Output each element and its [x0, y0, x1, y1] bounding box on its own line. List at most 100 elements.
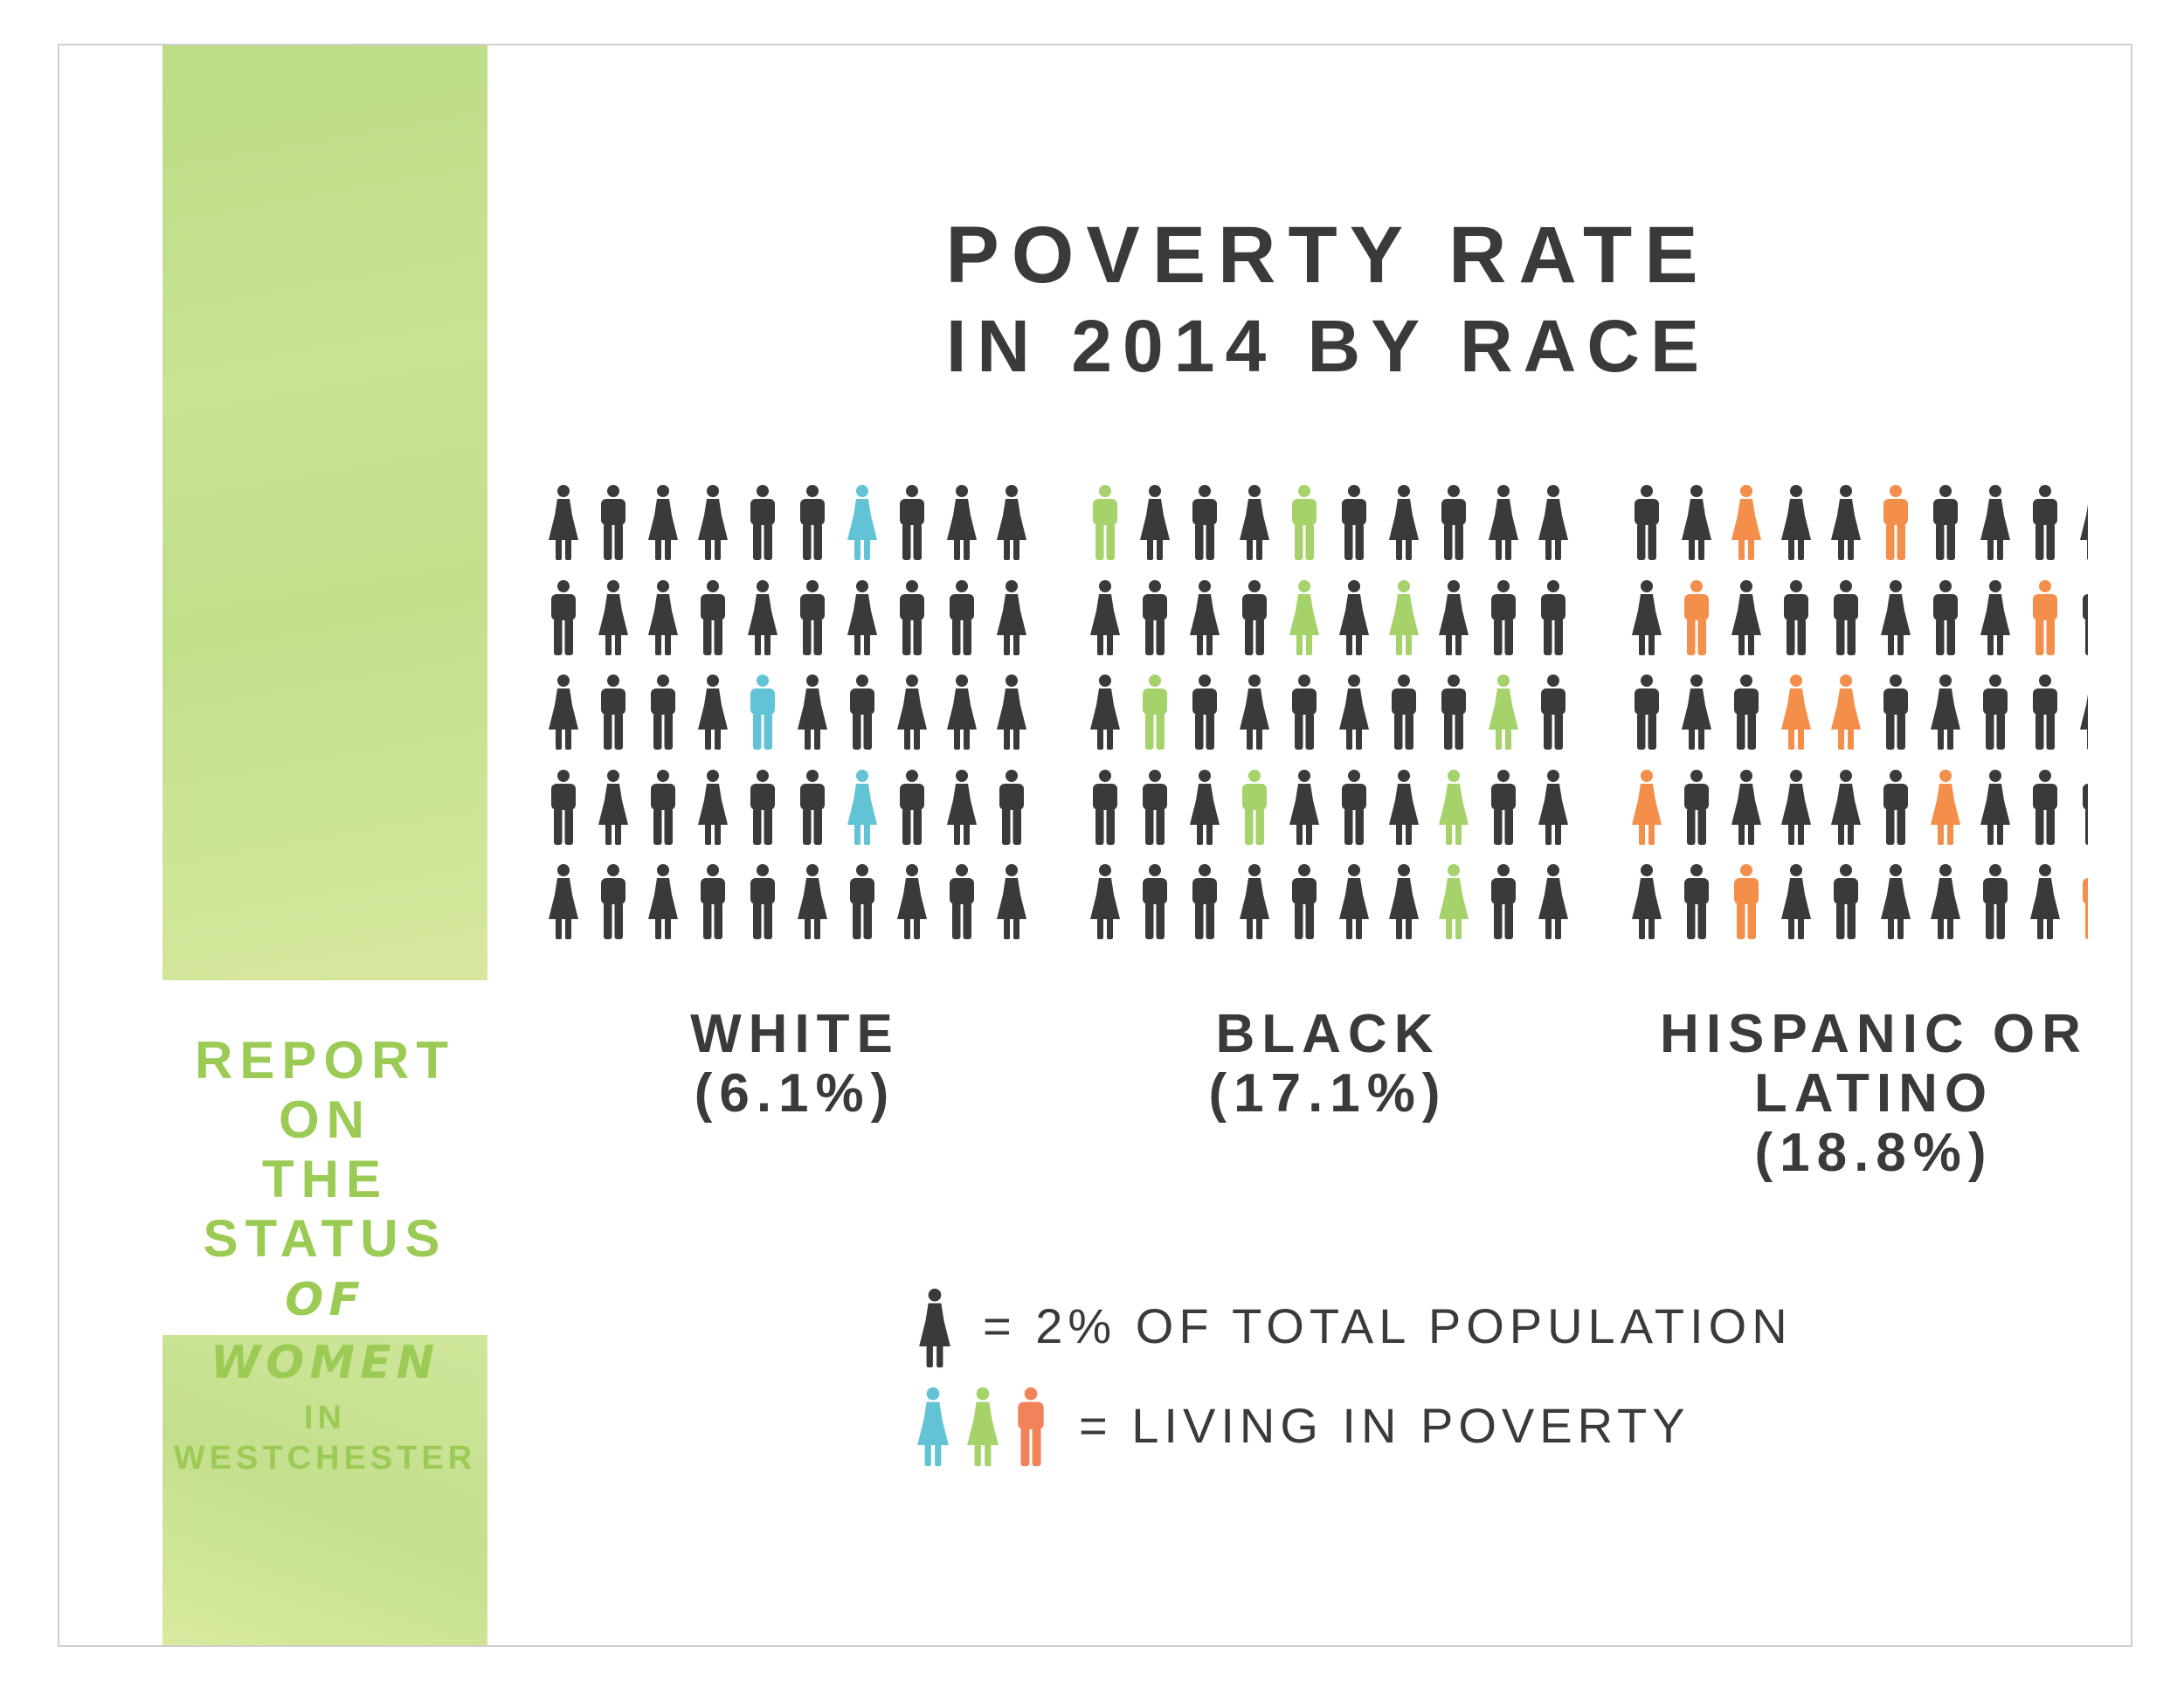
person-icon-0-4-5	[798, 864, 827, 939]
poverty-person-icon-2-2-3	[1781, 675, 1811, 750]
poverty-person-icon-1-3-7	[1439, 770, 1469, 845]
person-icon-1-4-4	[1292, 864, 1317, 939]
person-icon-0-0-5	[800, 485, 825, 560]
person-icon-2-4-1	[1684, 864, 1709, 939]
person-icon-0-3-9	[999, 770, 1024, 845]
person-icon-1-4-8	[1491, 864, 1516, 939]
group-label-white-line2: (6.1%)	[694, 1063, 896, 1124]
sidebar-green-top	[162, 45, 487, 980]
person-icon-0-1-5	[800, 580, 825, 655]
group-label-hispanic: HISPANIC OR LATINO (18.8%)	[1629, 1005, 2118, 1183]
person-icon-1-1-9	[1541, 580, 1565, 655]
person-icon-0-1-1	[598, 580, 628, 655]
person-icon-2-2-8	[2033, 675, 2057, 750]
person-icon-1-0-3	[1240, 485, 1269, 560]
person-icon-2-1-7	[1980, 580, 2010, 655]
group-label-white: WHITE (6.1%)	[612, 1005, 978, 1124]
person-icon-2-3-3	[1781, 770, 1811, 845]
person-icon-0-2-5	[798, 675, 827, 750]
report-title-line1: REPORT ON	[194, 1031, 456, 1149]
legend-item-poverty: = LIVING IN POVERTY	[1079, 1398, 1690, 1453]
legend-person-icon	[919, 1288, 950, 1368]
person-icon-0-2-0	[549, 675, 578, 750]
person-icon-2-2-9	[2080, 694, 2088, 750]
poverty-person-icon-1-0-4	[1292, 485, 1317, 560]
person-icon-2-4-6	[1931, 864, 1960, 939]
chart-title-main: POVERTY RATE	[945, 211, 1711, 300]
person-icon-2-4-3	[1781, 864, 1811, 939]
person-icon-1-3-0	[1093, 770, 1117, 845]
person-icon-1-3-4	[1289, 770, 1319, 845]
person-icon-2-0-8	[2033, 485, 2057, 560]
person-icon-2-2-7	[1983, 675, 2008, 750]
person-icon-1-4-2	[1192, 864, 1217, 939]
person-icon-0-2-1	[601, 675, 625, 750]
poverty-person-icon-0-0-6	[847, 485, 877, 560]
person-icon-2-1-0	[1632, 580, 1662, 655]
person-icon-0-3-4	[750, 770, 775, 845]
chart-title: POVERTY RATE IN 2014 BY RACE	[874, 208, 1782, 390]
person-icon-1-3-9	[1538, 770, 1568, 845]
person-icon-0-0-9	[997, 485, 1026, 560]
person-icon-0-3-3	[698, 770, 728, 845]
person-icon-1-0-8	[1489, 485, 1518, 560]
person-icon-0-1-3	[701, 580, 725, 655]
legend-item-total: = 2% OF TOTAL POPULATION	[983, 1298, 1793, 1353]
person-icon-1-3-2	[1190, 770, 1220, 845]
person-icon-1-2-5	[1339, 675, 1369, 750]
person-icon-0-0-0	[549, 485, 578, 560]
poverty-person-icon-0-3-6	[847, 770, 877, 845]
group-label-hispanic-line2: LATINO (18.8%)	[1753, 1063, 1994, 1183]
person-icon-1-2-2	[1192, 675, 1217, 750]
person-icon-1-4-0	[1090, 864, 1120, 939]
person-icon-2-0-9	[2080, 504, 2088, 560]
poverty-person-icon-1-4-7	[1439, 864, 1469, 939]
person-icon-2-1-2	[1731, 580, 1761, 655]
person-icon-0-2-9	[997, 675, 1026, 750]
report-title: REPORT ON THE STATUS OF WOMEN IN WESTCHE…	[162, 1031, 487, 1478]
group-label-white-line1: WHITE	[690, 1004, 900, 1064]
person-icon-0-1-9	[997, 580, 1026, 655]
person-icon-2-2-0	[1635, 675, 1659, 750]
person-icon-2-3-9	[2083, 784, 2088, 845]
sidebar-green-bottom	[162, 1335, 487, 1645]
poverty-person-icon-2-1-8	[2033, 580, 2057, 655]
poverty-person-icon-2-3-0	[1632, 770, 1662, 845]
group-label-black: BLACK (17.1%)	[1144, 1005, 1511, 1124]
person-icon-0-3-8	[947, 770, 977, 845]
chart-title-sub: IN 2014 BY RACE	[945, 305, 1711, 387]
person-icon-2-3-8	[2033, 770, 2057, 845]
person-icon-0-1-6	[847, 580, 877, 655]
person-icon-2-0-3	[1781, 485, 1811, 560]
person-icon-2-2-5	[1883, 675, 1908, 750]
person-icon-2-2-2	[1734, 675, 1759, 750]
person-icon-0-4-2	[648, 864, 678, 939]
person-icon-1-3-5	[1342, 770, 1366, 845]
person-icon-0-0-7	[900, 485, 924, 560]
report-title-line3: OF WOMEN	[210, 1274, 440, 1389]
person-icon-0-2-7	[897, 675, 927, 750]
person-icon-2-0-6	[1933, 485, 1958, 560]
person-icon-0-0-3	[698, 485, 728, 560]
person-icon-0-3-2	[651, 770, 675, 845]
person-icon-0-3-5	[800, 770, 825, 845]
poverty-person-icon-1-1-4	[1289, 580, 1319, 655]
person-icon-1-4-6	[1389, 864, 1419, 939]
poverty-person-icon-1-0-0	[1093, 485, 1117, 560]
person-icon-2-3-2	[1731, 770, 1761, 845]
person-icon-2-4-5	[1881, 864, 1911, 939]
person-icon-0-1-8	[950, 580, 974, 655]
person-icon-1-2-3	[1240, 675, 1269, 750]
legend-poverty-person-icon-2	[1018, 1387, 1044, 1467]
legend-poverty-person-icon-0	[917, 1387, 949, 1467]
person-icon-0-1-4	[748, 580, 778, 655]
person-icon-1-1-1	[1143, 580, 1167, 655]
person-icon-2-3-5	[1883, 770, 1908, 845]
person-icon-1-4-9	[1538, 864, 1568, 939]
person-icon-0-2-8	[947, 675, 977, 750]
poverty-person-icon-1-1-6	[1389, 580, 1419, 655]
person-icon-1-1-0	[1090, 580, 1120, 655]
person-icon-2-1-9	[2083, 594, 2088, 655]
poverty-person-icon-2-2-4	[1831, 675, 1861, 750]
